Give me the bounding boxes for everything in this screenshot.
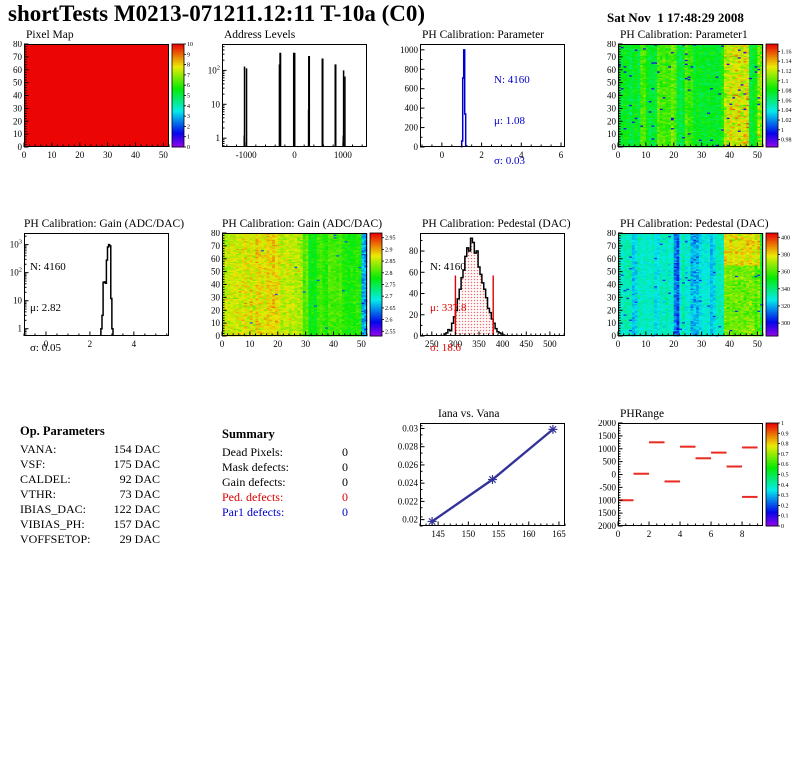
- pedestal-map-plot: [596, 230, 792, 356]
- summary-value: 0: [342, 490, 348, 504]
- summary-value: 0: [342, 460, 348, 474]
- summary-label: Ped. defects:: [222, 490, 284, 504]
- op-value: 175 DAC: [113, 457, 160, 471]
- summary-row-mask-defects: Mask defects: 0: [222, 460, 348, 475]
- page-title: shortTests M0213-071211.12:11 T-10a (C0): [8, 1, 425, 26]
- op-row-ibias-dac: IBIAS_DAC: 122 DAC: [20, 502, 160, 517]
- op-row-vthr: VTHR: 73 DAC: [20, 487, 160, 502]
- plot-title-gain-hist: PH Calibration: Gain (ADC/DAC): [24, 218, 185, 230]
- plot-title-ph-parameter1: PH Calibration: Parameter1: [620, 29, 748, 41]
- timestamp: Sat Nov 1 17:48:29 2008: [607, 10, 744, 25]
- pedestal-hist-plot: [398, 230, 594, 356]
- summary-value: 0: [342, 445, 348, 459]
- op-label: IBIAS_DAC:: [20, 502, 87, 516]
- summary-row-ped-defects: Ped. defects: 0: [222, 490, 348, 505]
- pixel-map-cell: Pixel Map: [2, 29, 200, 167]
- ph-parameter-cell: PH Calibration: Parameter N: 4160 μ: 1.0…: [398, 29, 596, 167]
- stat-mu: μ: 337.8: [430, 301, 467, 314]
- phrange-cell: PHRange: [596, 408, 794, 546]
- op-parameters-title: Op. Parameters: [20, 424, 105, 438]
- pedestal-stats: N: 4160 μ: 337.8 σ: 18.6: [430, 234, 466, 383]
- ph-parameter-plot: [398, 41, 594, 167]
- op-parameters-block: Op. Parameters VANA: 154 DAC VSF: 175 DAC …: [20, 424, 160, 547]
- summary-title: Summary: [222, 427, 275, 441]
- summary-row-par1-defects: Par1 defects: 0: [222, 505, 348, 520]
- stat-sigma: σ: 0.03: [494, 155, 525, 167]
- op-row-voffsetop: VOFFSETOP: 29 DAC: [20, 532, 160, 547]
- op-label: CALDEL:: [20, 472, 71, 486]
- address-levels-cell: Address Levels: [200, 29, 398, 167]
- pedestal-map-cell: PH Calibration: Pedestal (DAC): [596, 218, 794, 356]
- op-label: VANA:: [20, 442, 57, 456]
- summary-label: Par1 defects:: [222, 505, 285, 519]
- summary-label: Gain defects:: [222, 475, 286, 489]
- plot-title-address-levels: Address Levels: [224, 29, 296, 41]
- op-value: 92 DAC: [119, 472, 160, 486]
- phrange-plot: [596, 420, 792, 546]
- gain-map-plot: [200, 230, 396, 356]
- stat-mu: μ: 1.08: [494, 114, 525, 127]
- plot-title-pedestal-hist: PH Calibration: Pedestal (DAC): [422, 218, 571, 230]
- plot-title-gain-map: PH Calibration: Gain (ADC/DAC): [222, 218, 383, 230]
- summary-rows: Dead Pixels: 0 Mask defects: 0 Gain defect…: [222, 445, 348, 520]
- stat-sigma: σ: 18.6: [430, 342, 461, 354]
- ph-parameter1-map-cell: PH Calibration: Parameter1: [596, 29, 794, 167]
- op-label: VIBIAS_PH:: [20, 517, 85, 531]
- op-label: VTHR:: [20, 487, 56, 501]
- summary-block: Summary Dead Pixels: 0 Mask defects: 0 Gai…: [222, 427, 348, 520]
- op-row-vibias-ph: VIBIAS_PH: 157 DAC: [20, 517, 160, 532]
- summary-row-dead-pixels: Dead Pixels: 0: [222, 445, 348, 460]
- plot-title-phrange: PHRange: [620, 408, 665, 420]
- stat-n: N: 4160: [30, 261, 66, 273]
- summary-value: 0: [342, 475, 348, 489]
- iana-vs-vana-cell: Iana vs. Vana: [398, 408, 596, 546]
- plot-title-pixel-map: Pixel Map: [26, 29, 74, 41]
- gain-hist-plot: [2, 230, 198, 356]
- op-label: VOFFSETOP:: [20, 532, 91, 546]
- op-value: 73 DAC: [119, 487, 160, 501]
- summary-label: Mask defects:: [222, 460, 289, 474]
- pedestal-hist-cell: PH Calibration: Pedestal (DAC) N: 4160 μ…: [398, 218, 596, 356]
- summary-row-gain-defects: Gain defects: 0: [222, 475, 348, 490]
- ph-parameter1-map-plot: [596, 41, 792, 167]
- plot-title-pedestal-map: PH Calibration: Pedestal (DAC): [620, 218, 769, 230]
- op-row-vana: VANA: 154 DAC: [20, 442, 160, 457]
- summary-value: 0: [342, 505, 348, 519]
- stat-sigma: σ: 0.05: [30, 342, 61, 354]
- stat-n: N: 4160: [494, 74, 530, 86]
- op-parameters-rows: VANA: 154 DAC VSF: 175 DAC CALDEL: 92 DAC V…: [20, 442, 160, 547]
- plot-title-ph-parameter: PH Calibration: Parameter: [422, 29, 544, 41]
- op-row-caldel: CALDEL: 92 DAC: [20, 472, 160, 487]
- stat-n: N: 4160: [430, 261, 466, 273]
- address-levels-plot: [200, 41, 396, 167]
- op-value: 154 DAC: [113, 442, 160, 456]
- gain-hist-cell: PH Calibration: Gain (ADC/DAC) N: 4160 μ…: [2, 218, 200, 356]
- summary-label: Dead Pixels:: [222, 445, 283, 459]
- stat-mu: μ: 2.82: [30, 301, 61, 314]
- op-value: 29 DAC: [119, 532, 160, 546]
- op-row-vsf: VSF: 175 DAC: [20, 457, 160, 472]
- iana-vs-vana-plot: [398, 420, 594, 546]
- pixel-map-plot: [2, 41, 198, 167]
- plot-title-iana-vs-vana: Iana vs. Vana: [438, 408, 500, 420]
- op-value: 157 DAC: [113, 517, 160, 531]
- ph-parameter-stats: N: 4160 μ: 1.08 σ: 0.03: [494, 47, 530, 196]
- gain-stats: N: 4160 μ: 2.82 σ: 0.05: [30, 234, 66, 383]
- op-value: 122 DAC: [113, 502, 160, 516]
- gain-map-cell: PH Calibration: Gain (ADC/DAC): [200, 218, 398, 356]
- op-label: VSF:: [20, 457, 46, 471]
